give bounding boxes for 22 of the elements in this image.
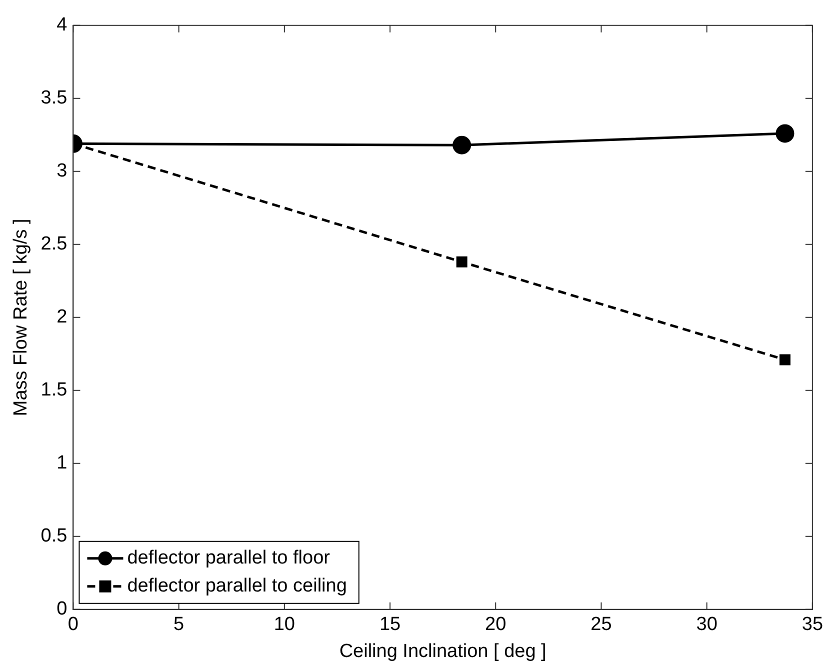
x-tick-label: 20 — [485, 614, 506, 636]
x-tick-label: 30 — [696, 614, 718, 636]
y-tick-label: 3 — [56, 160, 68, 182]
y-tick-label: 0 — [56, 598, 68, 620]
y-tick-label: 1 — [56, 452, 68, 474]
y-tick-label: 0.5 — [40, 526, 68, 547]
y-tick-label: 4 — [56, 14, 68, 36]
point — [776, 124, 794, 143]
y-tick-label: 1.5 — [40, 380, 68, 401]
y-tick-label: 3.5 — [40, 88, 68, 109]
y-tick-label: 2.5 — [40, 234, 68, 255]
legend-label: deflector parallel to ceiling — [127, 576, 347, 597]
point — [779, 354, 790, 366]
x-tick-label: 15 — [379, 614, 401, 636]
x-tick-label: 10 — [274, 614, 295, 636]
x-tick-label: 25 — [590, 614, 612, 636]
y-axis-title: Mass Flow Rate [ kg/s ] — [10, 218, 32, 416]
y-tick-label: 2 — [56, 306, 68, 328]
legend-label: deflector parallel to floor — [127, 548, 331, 569]
x-tick-label: 35 — [802, 614, 824, 636]
x-tick-label: 5 — [174, 614, 184, 636]
x-axis-title: Ceiling Inclination [ deg ] — [339, 640, 546, 662]
